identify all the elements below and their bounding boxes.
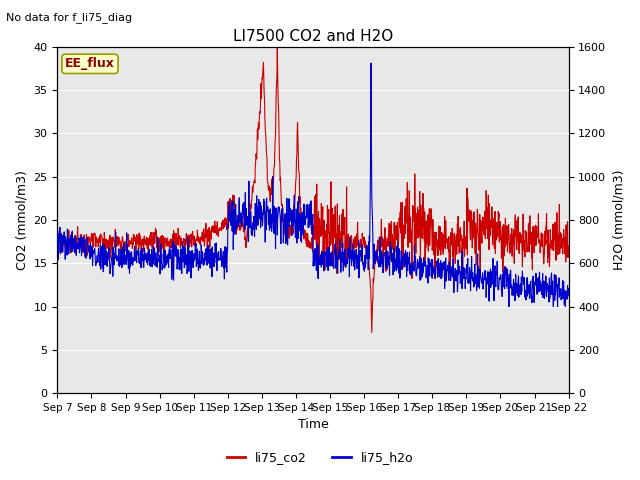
Y-axis label: H2O (mmol/m3): H2O (mmol/m3)	[612, 170, 625, 270]
Legend: li75_co2, li75_h2o: li75_co2, li75_h2o	[221, 446, 419, 469]
Title: LI7500 CO2 and H2O: LI7500 CO2 and H2O	[233, 29, 393, 44]
X-axis label: Time: Time	[298, 419, 328, 432]
Text: No data for f_li75_diag: No data for f_li75_diag	[6, 12, 132, 23]
Text: EE_flux: EE_flux	[65, 57, 115, 71]
Y-axis label: CO2 (mmol/m3): CO2 (mmol/m3)	[15, 170, 28, 270]
